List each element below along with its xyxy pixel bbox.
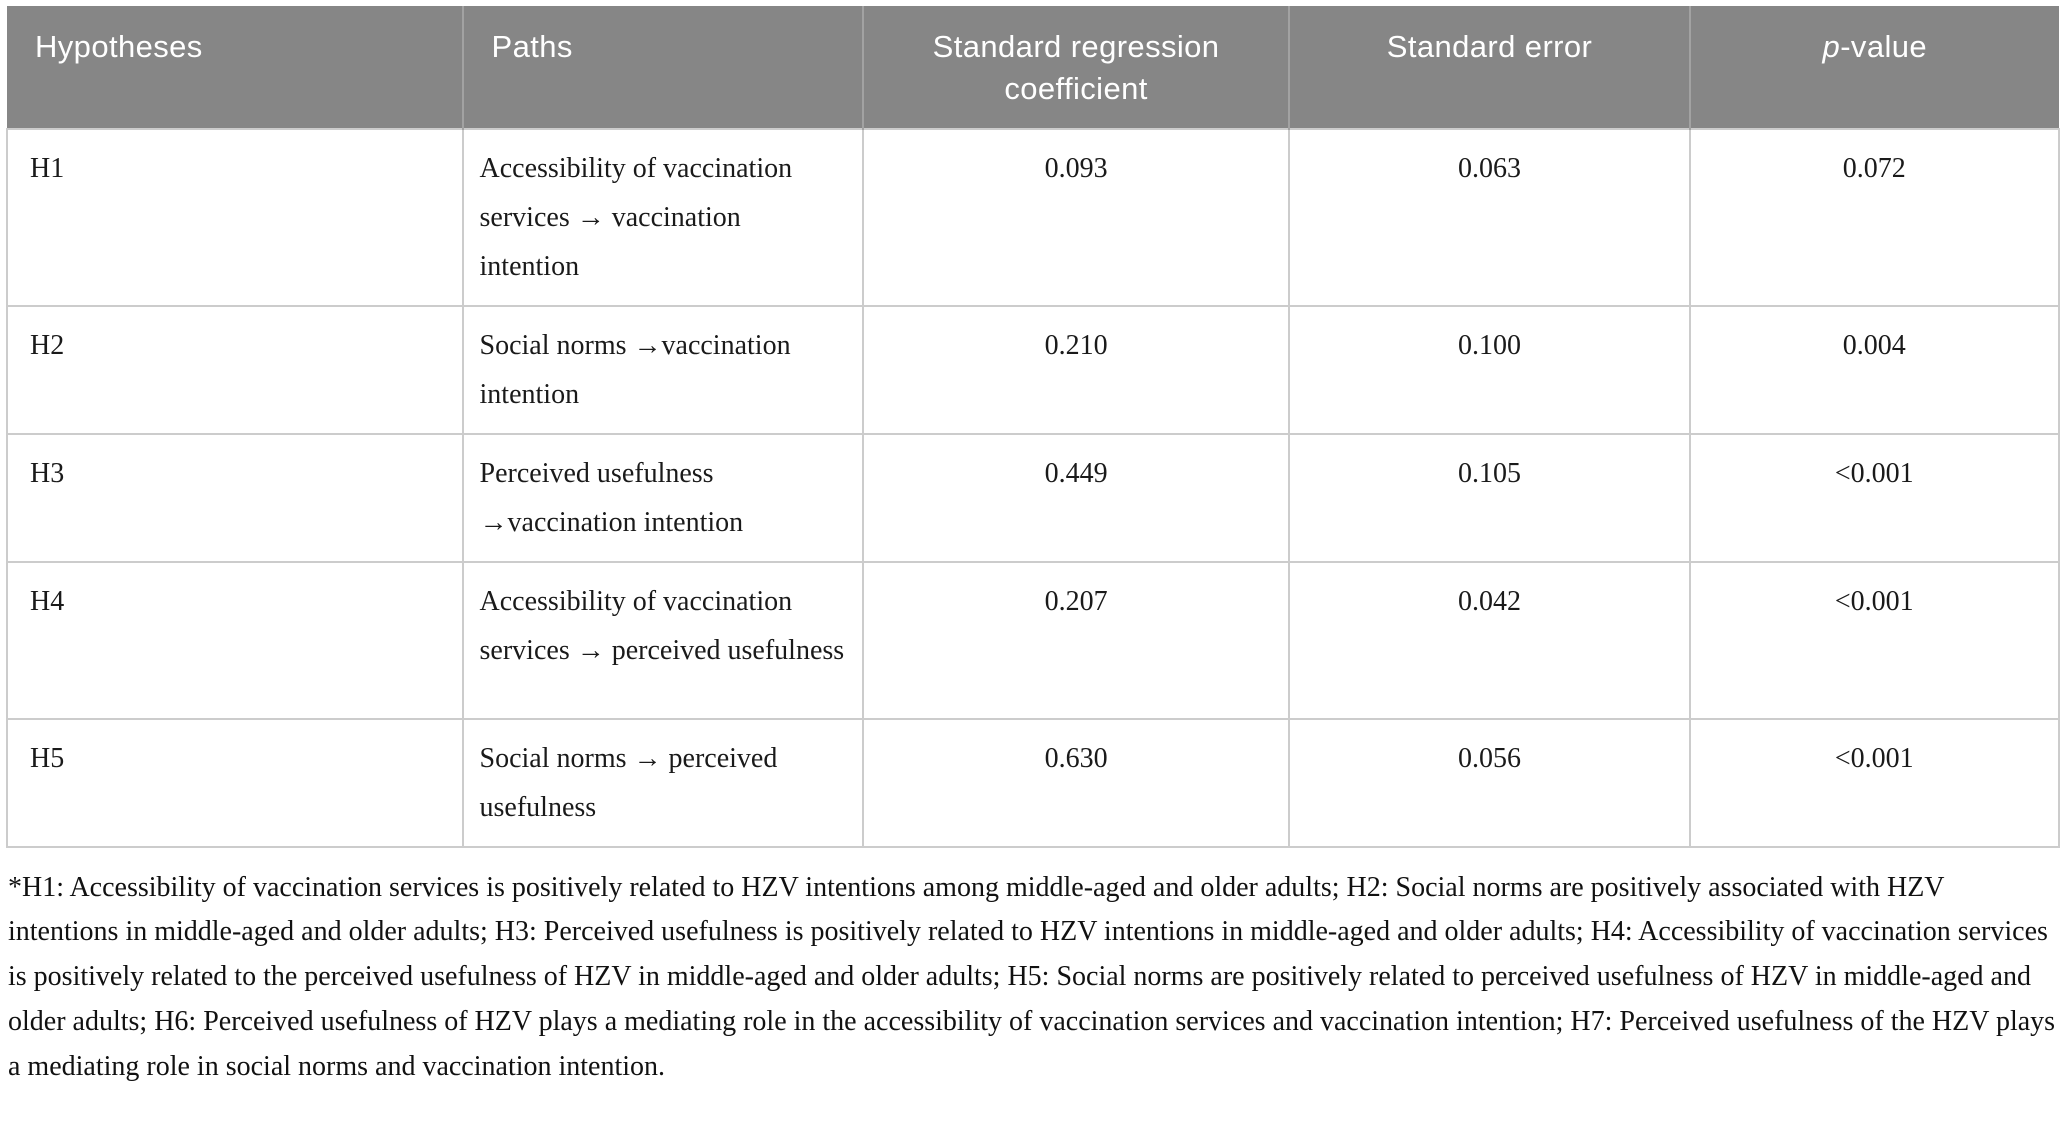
- col-header-standard-error: Standard error: [1289, 6, 1691, 129]
- standard-error-cell: 0.063: [1288, 127, 1691, 307]
- coefficient-cell: 0.093: [861, 127, 1291, 307]
- p-value-cell: <0.001: [1688, 717, 2061, 848]
- p-value-cell: 0.004: [1688, 304, 2061, 435]
- table-row-h4: H4 Accessibility of vaccination services…: [6, 560, 2061, 720]
- col-header-paths: Paths: [462, 6, 864, 129]
- table-row-h5: H5 Social norms → perceived usefulness 0…: [6, 717, 2061, 848]
- table-row-h2: H2 Social norms →vaccination intention 0…: [6, 304, 2061, 435]
- table-row-h3: H3 Perceived usefulness →vaccination int…: [6, 432, 2061, 563]
- hypothesis-cell: H1: [6, 127, 464, 307]
- coefficient-cell: 0.210: [861, 304, 1291, 435]
- standard-error-cell: 0.042: [1288, 560, 1691, 720]
- standard-error-cell: 0.100: [1288, 304, 1691, 435]
- standard-error-cell: 0.056: [1288, 717, 1691, 848]
- p-value-cell: <0.001: [1688, 432, 2061, 563]
- coefficient-cell: 0.630: [861, 717, 1291, 848]
- path-cell: Accessibility of vaccination services → …: [461, 127, 864, 307]
- p-value-cell: <0.001: [1688, 560, 2061, 720]
- path-cell: Accessibility of vaccination services → …: [461, 560, 864, 720]
- table-footnote: *H1: Accessibility of vaccination servic…: [8, 871, 2056, 1082]
- coefficient-cell: 0.207: [861, 560, 1291, 720]
- col-header-coefficient: Standard regression coefficient: [862, 6, 1291, 129]
- results-table: Hypotheses Paths Standard regression coe…: [6, 6, 2061, 848]
- table-header: Hypotheses Paths Standard regression coe…: [7, 6, 2059, 129]
- header-row: Hypotheses Paths Standard regression coe…: [7, 6, 2059, 129]
- p-value-italic-p: p: [1822, 29, 1841, 64]
- hypothesis-cell: H5: [6, 717, 464, 848]
- path-cell: Social norms → perceived usefulness: [461, 717, 864, 848]
- p-value-cell: 0.072: [1688, 127, 2061, 307]
- col-header-p-value: p-value: [1689, 6, 2059, 129]
- coefficient-cell: 0.449: [861, 432, 1291, 563]
- table-body: H1 Accessibility of vaccination services…: [6, 127, 2061, 848]
- table-row-h1: H1 Accessibility of vaccination services…: [6, 127, 2061, 307]
- col-header-hypotheses: Hypotheses: [7, 6, 464, 129]
- hypothesis-cell: H2: [6, 304, 464, 435]
- path-cell: Social norms →vaccination intention: [461, 304, 864, 435]
- standard-error-cell: 0.105: [1288, 432, 1691, 563]
- path-cell: Perceived usefulness →vaccination intent…: [461, 432, 864, 563]
- hypothesis-cell: H3: [6, 432, 464, 563]
- p-value-suffix: -value: [1840, 29, 1928, 64]
- hypothesis-cell: H4: [6, 560, 464, 720]
